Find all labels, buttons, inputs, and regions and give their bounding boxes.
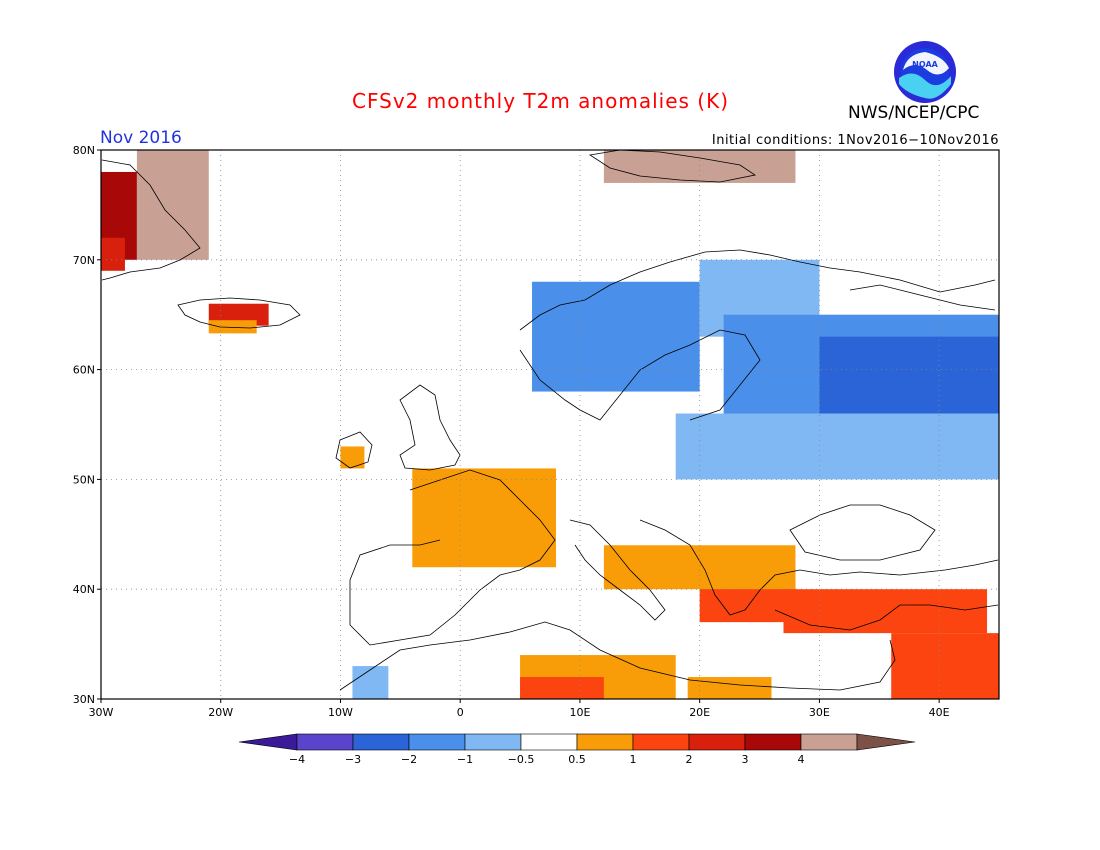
colorbar-label-6: 1 — [630, 753, 637, 766]
coastline-black-sea — [789, 504, 936, 561]
anomaly-region-12 — [340, 446, 365, 469]
coastline-balkans-greece — [639, 519, 999, 616]
colorbar-label-0: −4 — [289, 753, 305, 766]
coastline-iberia-france — [349, 469, 556, 646]
anomaly-region-2 — [101, 237, 125, 271]
colorbar-swatch-1 — [352, 733, 410, 751]
colorbar-label-3: −1 — [457, 753, 473, 766]
anomaly-region-15 — [783, 589, 988, 634]
coastline-turkey-south — [774, 604, 999, 631]
colorbar-swatch-0 — [296, 733, 354, 751]
lon-tick-label-0: 30W — [89, 706, 114, 719]
colorbar-label-1: −3 — [345, 753, 361, 766]
coastline-iceland — [177, 297, 301, 329]
coastline-ireland — [335, 431, 373, 469]
colorbar-swatch-2 — [408, 733, 466, 751]
coastline-north-africa — [339, 621, 896, 691]
anomaly-region-6 — [532, 281, 700, 392]
anomaly-region-18 — [520, 677, 604, 699]
lat-tick-label-0: 80N — [73, 144, 95, 157]
colorbar-label-2: −2 — [401, 753, 417, 766]
agency-label: NWS/NCEP/CPC — [848, 103, 980, 123]
colorbar-swatch-4 — [520, 733, 578, 751]
anomaly-region-10 — [675, 413, 999, 480]
map-frame — [100, 149, 1000, 700]
coastline-british-isles — [399, 384, 461, 471]
anomaly-region-4 — [208, 320, 257, 334]
lat-tick-label-2: 60N — [73, 364, 95, 377]
coastline-italy — [569, 519, 666, 621]
lat-tick-label-1: 70N — [73, 254, 95, 267]
anomaly-region-11 — [412, 468, 556, 568]
colorbar-label-9: 4 — [798, 753, 805, 766]
lat-tick-label-4: 40N — [73, 583, 95, 596]
lon-tick-label-1: 20W — [208, 706, 233, 719]
lon-tick-label-4: 10E — [569, 706, 590, 719]
colorbar: −4 −3 −2 −1 −0.5 0.5 1 2 3 4 — [238, 733, 916, 766]
anomaly-region-9 — [819, 336, 999, 414]
lon-tick-label-2: 10W — [328, 706, 353, 719]
colorbar-swatch-3 — [464, 733, 522, 751]
lat-tick-label-3: 50N — [73, 473, 95, 486]
colorbar-swatch-5 — [576, 733, 634, 751]
coastline-novaya — [849, 284, 996, 311]
colorbar-swatch-8 — [744, 733, 802, 751]
anomaly-region-20 — [687, 677, 772, 699]
axis-ticks: 30W 20W 10W 0 10E 20E 30E 40E 80N 70N 60N 50N 40N 30N — [73, 144, 950, 719]
month-label: Nov 2016 — [100, 128, 182, 148]
coastline-svalbard — [588, 149, 757, 183]
colorbar-arrow-low — [238, 733, 298, 751]
colorbar-arrow-high — [856, 733, 916, 751]
lon-tick-label-5: 20E — [689, 706, 710, 719]
lat-tick-label-5: 30N — [73, 693, 95, 706]
initial-conditions-label: Initial conditions: 1Nov2016−10Nov2016 — [711, 133, 999, 148]
anomaly-region-19 — [352, 666, 389, 699]
chart-title: CFSv2 monthly T2m anomalies (K) — [352, 89, 729, 113]
noaa-logo: NOAA — [893, 40, 957, 104]
anomaly-region-1 — [136, 150, 209, 260]
colorbar-label-4: −0.5 — [508, 753, 535, 766]
lon-tick-label-3: 0 — [457, 706, 464, 719]
logo-text: NOAA — [912, 60, 938, 69]
coastline-western-europe — [519, 249, 996, 331]
anomaly-region-14 — [603, 545, 796, 590]
colorbar-label-7: 2 — [686, 753, 693, 766]
anomaly-region-16 — [891, 633, 999, 699]
lon-tick-label-6: 30E — [809, 706, 830, 719]
anomaly-region-5 — [603, 150, 796, 183]
coastlines — [101, 149, 999, 691]
anomaly-layer — [101, 150, 999, 699]
lon-tick-label-7: 40E — [929, 706, 950, 719]
coastline-greenland — [101, 159, 201, 281]
colorbar-label-8: 3 — [742, 753, 749, 766]
coastline-scandinavia — [519, 329, 761, 421]
colorbar-swatch-9 — [800, 733, 858, 751]
colorbar-swatch-7 — [688, 733, 746, 751]
colorbar-swatch-6 — [632, 733, 690, 751]
colorbar-label-5: 0.5 — [568, 753, 586, 766]
